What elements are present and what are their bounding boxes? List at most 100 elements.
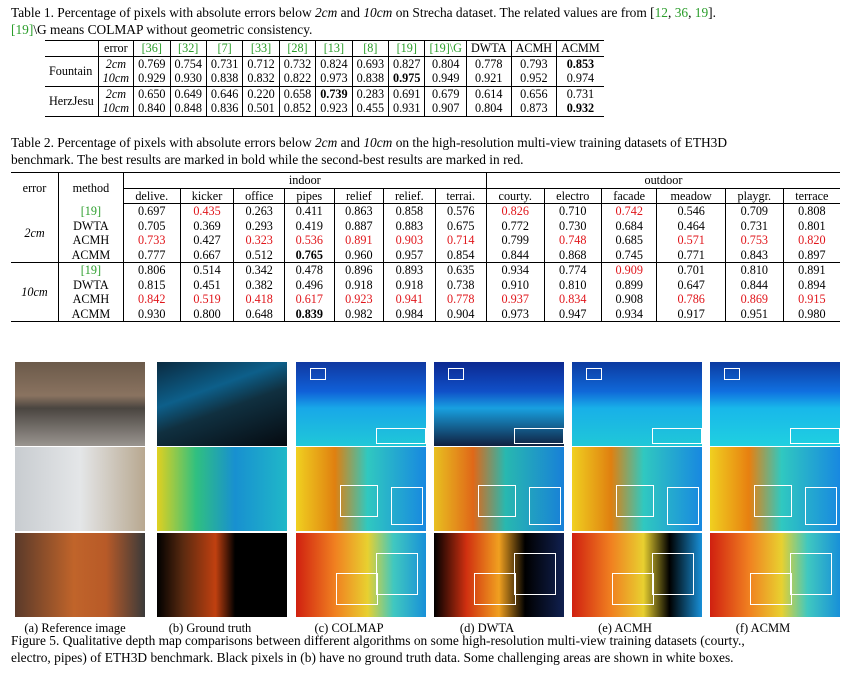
t2-cell: 0.701 — [656, 262, 726, 278]
t2-cell: 0.667 — [179, 247, 234, 263]
t1-header-2[interactable]: [32] — [169, 40, 207, 57]
table2-row: ACMM 0.930 0.800 0.648 0.839 0.982 0.984 0.904 0… — [11, 306, 840, 322]
t2-col-2: office — [233, 188, 285, 204]
t2-col-12: terrace — [782, 188, 840, 204]
col-error-header: error — [11, 172, 59, 204]
t1-cell: 0.838 — [205, 71, 243, 86]
t2-cell: 0.808 — [782, 203, 840, 219]
subfigure-label: (b) Ground truth — [168, 621, 252, 635]
t2-cell: 0.748 — [543, 233, 602, 248]
t1-header-9[interactable]: [19]\G — [424, 40, 467, 57]
table2-row: DWTA 0.705 0.369 0.293 0.419 0.887 0.883 0.675 0… — [11, 218, 840, 233]
ref-36[interactable]: 36 — [674, 5, 689, 20]
t1-cell: 0.739 — [315, 85, 353, 101]
t2-cell: 0.709 — [724, 203, 784, 219]
t2-cell: 0.917 — [656, 306, 726, 322]
ground-truth-image — [157, 533, 287, 617]
t2-col-5: relief. — [383, 188, 436, 204]
t1-cell: 0.930 — [169, 71, 207, 86]
t1-header-7[interactable]: [8] — [351, 40, 389, 57]
group-indoor: indoor — [123, 172, 487, 189]
t1-cell: 0.649 — [169, 85, 207, 101]
ref-12[interactable]: 12 — [654, 5, 668, 20]
depth-map-image — [572, 362, 702, 446]
table2-row: ACMH 0.842 0.519 0.418 0.617 0.923 0.941 0.778 0… — [11, 292, 840, 307]
t2-error: 2cm — [11, 203, 59, 263]
t2-cell: 0.745 — [600, 247, 657, 263]
t2-cell: 0.451 — [179, 277, 234, 292]
t1-cell: 0.693 — [351, 56, 389, 71]
t2-col-0: delive. — [122, 188, 181, 204]
t2-col-10: meadow — [656, 188, 726, 204]
t2-cell: 0.342 — [233, 262, 285, 278]
depth-map-image — [710, 362, 840, 446]
t2-cell: 0.369 — [179, 218, 234, 233]
t1-cell: 0.973 — [315, 71, 353, 86]
t1-header-4[interactable]: [33] — [242, 40, 280, 57]
t2-cell: 0.854 — [434, 247, 487, 263]
t2-cell: 0.984 — [383, 306, 436, 322]
t1-header-5[interactable]: [28] — [278, 40, 316, 57]
t2-cell: 0.868 — [543, 247, 602, 263]
highlight-box — [612, 573, 654, 605]
t2-cell: 0.893 — [383, 262, 436, 278]
depth-map-image — [434, 362, 564, 446]
t2-cell: 0.909 — [600, 262, 657, 278]
highlight-box — [529, 487, 561, 525]
reference-image — [15, 447, 145, 531]
ref-19-line2[interactable]: [19] — [11, 22, 34, 37]
t2-cell: 0.427 — [179, 233, 234, 248]
table1-caption: Table 1. Percentage of pixels with absol… — [11, 5, 716, 37]
t2-cell: 0.772 — [485, 218, 545, 233]
t1-header-1[interactable]: [36] — [133, 40, 170, 57]
t2-cell: 0.810 — [724, 262, 784, 278]
subfigure-label: (a) Reference image — [24, 621, 126, 635]
t1-cell: 0.921 — [465, 71, 512, 86]
t1-cell: 0.907 — [424, 101, 467, 117]
t1-error: 10cm — [98, 101, 134, 117]
t2-cell: 0.957 — [383, 247, 436, 263]
t1-cell: 0.646 — [205, 85, 243, 101]
t1-header-3[interactable]: [7] — [205, 40, 243, 57]
subfigure-label: (d) DWTA — [459, 621, 515, 635]
t1-cell: 0.827 — [388, 56, 425, 71]
t1-cell: 0.501 — [242, 101, 280, 117]
t1-cell: 0.656 — [510, 85, 557, 101]
t2-cell: 0.937 — [485, 292, 545, 307]
t1-header-10: DWTA — [465, 40, 512, 57]
t2-cell: 0.730 — [543, 218, 602, 233]
depth-map-image — [296, 533, 426, 617]
t1-header-8[interactable]: [19] — [388, 40, 425, 57]
t2-cell: 0.675 — [434, 218, 487, 233]
t1-header-6[interactable]: [13] — [315, 40, 353, 57]
figure5-caption: Figure 5. Qualitative depth map comparis… — [11, 633, 745, 665]
t1-cell: 0.975 — [388, 71, 425, 86]
t2-method: ACMM — [58, 247, 124, 263]
t2-cell: 0.934 — [600, 306, 657, 322]
highlight-box — [448, 368, 464, 380]
highlight-box — [790, 553, 832, 595]
subfigure-label: (f) ACMM — [735, 621, 791, 635]
t2-cell: 0.411 — [284, 203, 335, 219]
t1-cell: 0.778 — [465, 56, 512, 71]
t2-col-3: pipes — [284, 188, 335, 204]
t2-cell: 0.617 — [284, 292, 335, 307]
t1-cell: 0.836 — [205, 101, 243, 117]
t1-dataset: HerzJesu — [45, 85, 99, 117]
col-method-header: method — [58, 172, 124, 204]
t2-cell: 0.800 — [179, 306, 234, 322]
ref-19[interactable]: 19 — [694, 5, 709, 20]
t1-corner — [45, 40, 99, 57]
t2-col-1: kicker — [179, 188, 234, 204]
t2-method[interactable]: [19] — [58, 203, 124, 219]
t2-col-7: courty. — [485, 188, 545, 204]
t2-cell: 0.647 — [656, 277, 726, 292]
t2-method[interactable]: [19] — [58, 262, 124, 278]
table1-row: 10cm 0.840 0.848 0.836 0.501 0.852 0.923 0.455 0… — [45, 101, 604, 117]
highlight-box — [754, 485, 792, 517]
t2-cell: 0.899 — [600, 277, 657, 292]
table1-row: 10cm 0.929 0.930 0.838 0.832 0.822 0.973 0.838 0… — [45, 71, 604, 86]
ground-truth-image — [157, 447, 287, 531]
t2-error: 10cm — [11, 262, 59, 322]
t1-cell: 0.929 — [133, 71, 170, 86]
